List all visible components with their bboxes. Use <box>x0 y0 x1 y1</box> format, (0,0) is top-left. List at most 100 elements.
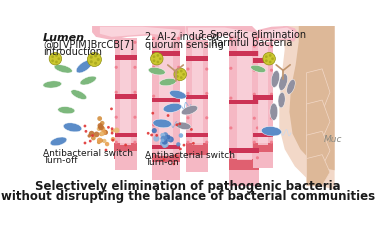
Circle shape <box>100 131 105 136</box>
Circle shape <box>176 75 179 78</box>
Ellipse shape <box>80 76 96 85</box>
Polygon shape <box>306 100 330 139</box>
Circle shape <box>186 92 190 95</box>
Circle shape <box>89 140 92 143</box>
Circle shape <box>229 126 232 130</box>
Circle shape <box>256 97 259 100</box>
Ellipse shape <box>176 122 191 130</box>
Text: @p[VPIM]BrcCB[7]: @p[VPIM]BrcCB[7] <box>43 40 134 50</box>
Circle shape <box>263 52 275 65</box>
Circle shape <box>166 135 171 139</box>
Circle shape <box>162 139 168 145</box>
Circle shape <box>176 71 179 74</box>
Circle shape <box>115 141 118 144</box>
Circle shape <box>156 54 159 57</box>
Circle shape <box>162 158 165 161</box>
Circle shape <box>55 61 58 63</box>
Circle shape <box>55 54 58 57</box>
Circle shape <box>162 135 168 140</box>
Circle shape <box>174 68 186 80</box>
Circle shape <box>176 142 180 147</box>
Ellipse shape <box>181 105 198 115</box>
Circle shape <box>152 128 157 133</box>
Polygon shape <box>115 133 136 138</box>
Circle shape <box>177 37 180 40</box>
Circle shape <box>147 132 150 135</box>
Polygon shape <box>229 148 259 153</box>
Circle shape <box>105 149 108 152</box>
Circle shape <box>133 41 136 44</box>
Polygon shape <box>186 133 208 138</box>
Polygon shape <box>306 131 330 166</box>
Circle shape <box>229 67 232 70</box>
Circle shape <box>192 142 195 145</box>
Circle shape <box>160 141 165 146</box>
Circle shape <box>162 135 167 140</box>
Circle shape <box>152 123 155 126</box>
Ellipse shape <box>58 107 75 114</box>
Text: without disrupting the balance of bacterial communities: without disrupting the balance of bacter… <box>1 190 375 203</box>
Circle shape <box>161 139 164 142</box>
Circle shape <box>161 133 165 138</box>
Circle shape <box>256 126 259 130</box>
Circle shape <box>115 41 118 44</box>
Circle shape <box>90 60 93 63</box>
Circle shape <box>115 91 118 94</box>
Circle shape <box>253 69 256 72</box>
Circle shape <box>115 66 118 69</box>
Polygon shape <box>152 34 180 159</box>
Circle shape <box>161 133 165 137</box>
Ellipse shape <box>43 81 62 88</box>
Circle shape <box>94 62 97 65</box>
Text: Antibacterial switch: Antibacterial switch <box>145 151 235 160</box>
Ellipse shape <box>159 78 176 86</box>
Polygon shape <box>306 155 330 186</box>
Circle shape <box>100 132 104 135</box>
Polygon shape <box>186 40 208 147</box>
Circle shape <box>156 61 159 63</box>
Circle shape <box>190 128 193 131</box>
Circle shape <box>107 126 110 129</box>
Circle shape <box>152 112 154 115</box>
Circle shape <box>153 55 155 58</box>
Polygon shape <box>186 155 208 172</box>
Circle shape <box>85 130 87 133</box>
Text: Turn-off: Turn-off <box>43 156 77 165</box>
Circle shape <box>111 132 114 135</box>
Text: Antibacterial switch: Antibacterial switch <box>43 149 133 158</box>
Polygon shape <box>115 38 136 147</box>
Circle shape <box>111 127 114 130</box>
Circle shape <box>183 144 185 147</box>
Circle shape <box>94 54 97 57</box>
Circle shape <box>253 45 256 48</box>
Polygon shape <box>261 28 296 39</box>
Polygon shape <box>115 55 136 59</box>
Circle shape <box>270 93 273 96</box>
Circle shape <box>152 152 155 156</box>
Circle shape <box>87 52 102 67</box>
Polygon shape <box>253 143 273 157</box>
Ellipse shape <box>54 65 72 73</box>
Polygon shape <box>279 26 335 190</box>
Circle shape <box>105 142 109 146</box>
Circle shape <box>163 137 168 142</box>
Circle shape <box>124 143 127 146</box>
Text: Selectively elimination of pathogenic bacteria: Selectively elimination of pathogenic ba… <box>35 180 341 193</box>
Circle shape <box>97 123 103 128</box>
Polygon shape <box>114 143 137 159</box>
Circle shape <box>111 139 114 142</box>
Circle shape <box>205 141 208 144</box>
Text: 2. AI-2 induced: 2. AI-2 induced <box>145 32 219 42</box>
Circle shape <box>271 57 274 60</box>
Polygon shape <box>115 151 136 170</box>
Ellipse shape <box>50 137 67 146</box>
Circle shape <box>100 121 105 126</box>
Ellipse shape <box>148 67 165 75</box>
Circle shape <box>180 76 183 79</box>
Polygon shape <box>186 95 208 99</box>
Circle shape <box>83 125 86 127</box>
Circle shape <box>153 59 155 62</box>
Ellipse shape <box>271 71 279 88</box>
Polygon shape <box>306 69 330 112</box>
Ellipse shape <box>287 79 295 94</box>
